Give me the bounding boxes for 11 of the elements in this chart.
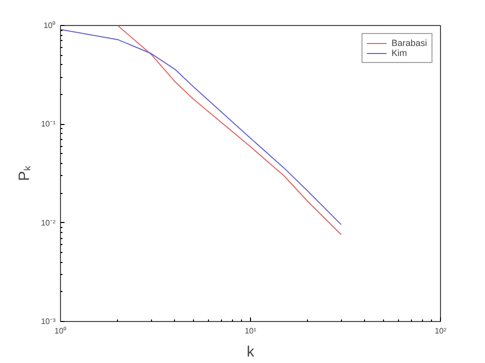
y-tick-label: 10⁰	[44, 21, 56, 30]
x-axis-title: k	[246, 344, 255, 360]
x-tick-label: 10⁰	[54, 326, 66, 336]
y-tick-label: 10⁻²	[40, 218, 56, 228]
y-tick-label: 10⁻¹	[40, 120, 56, 129]
x-tick-label: 10²	[434, 326, 447, 336]
legend-label: Kim	[391, 48, 408, 58]
x-tick-label: 10¹	[244, 326, 257, 336]
legend-label: Barabasi	[391, 38, 427, 48]
y-axis-title: Pₖ	[16, 165, 33, 181]
y-tick-label: 10⁻³	[40, 317, 56, 326]
